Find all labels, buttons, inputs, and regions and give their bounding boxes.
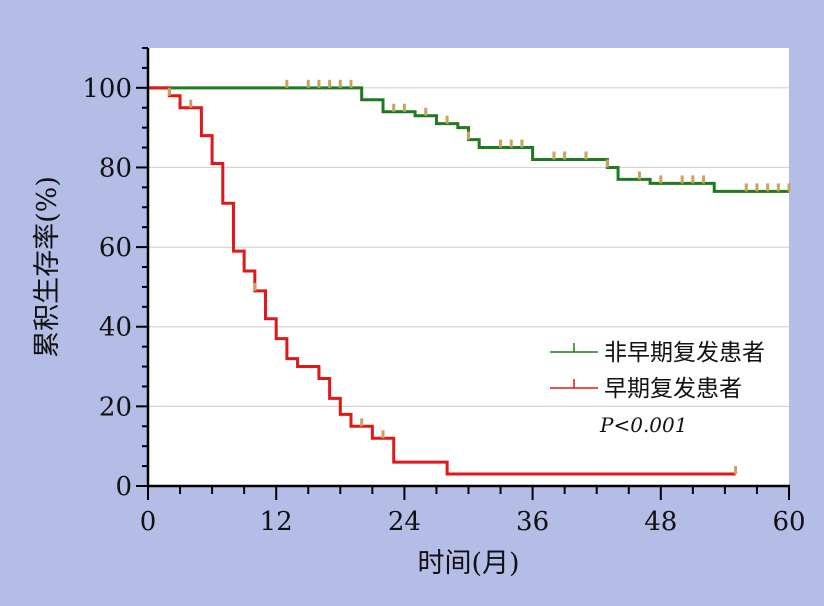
y-tick-label: 20 [99, 392, 132, 422]
y-axis-label: 累积生存率(%) [32, 176, 63, 358]
grid-lines [148, 87, 789, 407]
x-tick-label: 60 [772, 507, 805, 537]
y-tick-label: 60 [99, 233, 132, 263]
y-tick-label: 40 [99, 313, 132, 343]
series-1 [148, 79, 791, 193]
legend-entry: 早期复发患者 [550, 376, 742, 402]
x-tick-label: 0 [140, 507, 157, 537]
axes: 0 20 40 60 80 100 0 12 24 36 48 60 [82, 47, 806, 537]
series-2 [148, 86, 738, 476]
x-tick-label: 24 [388, 507, 421, 537]
x-tick-label: 12 [260, 507, 293, 537]
series-layer [148, 79, 791, 476]
legend-label: 早期复发患者 [604, 376, 742, 402]
x-tick-label: 48 [644, 507, 677, 537]
legend-label: 非早期复发患者 [604, 340, 765, 366]
x-tick-label: 36 [516, 507, 549, 537]
plot-background [148, 48, 789, 486]
p-value-annotation: P<0.001 [599, 413, 687, 437]
y-tick-label: 0 [115, 472, 132, 502]
survival-curve [148, 86, 736, 476]
y-tick-label: 100 [82, 74, 132, 104]
legend-entry: 非早期复发患者 [550, 340, 765, 366]
x-axis-label: 时间(月) [417, 548, 519, 579]
y-tick-label: 80 [99, 153, 132, 183]
